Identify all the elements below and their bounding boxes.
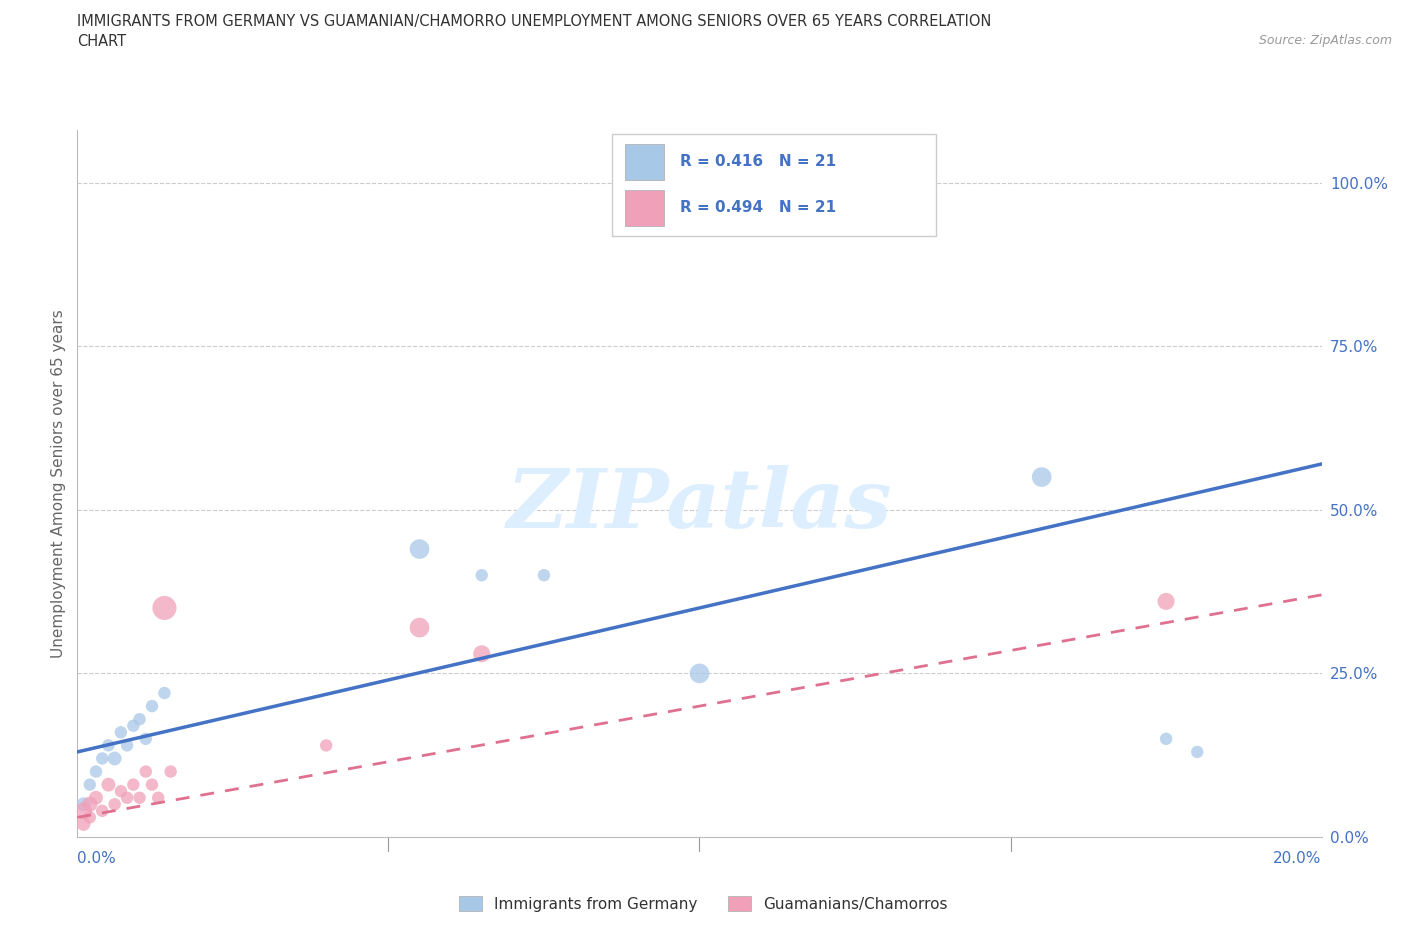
Point bbox=[91, 751, 114, 766]
Point bbox=[782, 175, 804, 190]
Point bbox=[135, 764, 157, 779]
Point bbox=[115, 790, 138, 805]
Point bbox=[128, 790, 150, 805]
Point bbox=[135, 731, 157, 746]
Point bbox=[408, 620, 430, 635]
Point bbox=[122, 777, 145, 792]
Text: CHART: CHART bbox=[77, 34, 127, 49]
Point bbox=[471, 646, 494, 661]
Point bbox=[79, 797, 101, 812]
Point bbox=[115, 737, 138, 752]
Text: 20.0%: 20.0% bbox=[1274, 851, 1322, 866]
Point bbox=[72, 804, 94, 818]
Point bbox=[141, 698, 163, 713]
Y-axis label: Unemployment Among Seniors over 65 years: Unemployment Among Seniors over 65 years bbox=[51, 310, 66, 658]
Point bbox=[141, 777, 163, 792]
Point bbox=[148, 790, 170, 805]
Point bbox=[1154, 731, 1177, 746]
Point bbox=[153, 601, 176, 616]
Point bbox=[72, 817, 94, 831]
Point bbox=[84, 790, 107, 805]
Text: ZIPatlas: ZIPatlas bbox=[506, 465, 893, 545]
Text: Source: ZipAtlas.com: Source: ZipAtlas.com bbox=[1258, 34, 1392, 47]
Point bbox=[122, 718, 145, 733]
Point bbox=[104, 751, 127, 766]
Point bbox=[159, 764, 181, 779]
Legend: Immigrants from Germany, Guamanians/Chamorros: Immigrants from Germany, Guamanians/Cham… bbox=[453, 889, 953, 918]
Point bbox=[689, 666, 711, 681]
Point bbox=[97, 777, 120, 792]
Point bbox=[1187, 745, 1209, 760]
Text: IMMIGRANTS FROM GERMANY VS GUAMANIAN/CHAMORRO UNEMPLOYMENT AMONG SENIORS OVER 65: IMMIGRANTS FROM GERMANY VS GUAMANIAN/CHA… bbox=[77, 14, 991, 29]
Text: 0.0%: 0.0% bbox=[77, 851, 117, 866]
Point bbox=[408, 541, 430, 556]
Point bbox=[1031, 470, 1053, 485]
Point bbox=[128, 711, 150, 726]
Point bbox=[104, 797, 127, 812]
Point bbox=[315, 737, 337, 752]
Point bbox=[153, 685, 176, 700]
Point bbox=[79, 810, 101, 825]
Point bbox=[79, 777, 101, 792]
Point bbox=[471, 568, 494, 583]
Point bbox=[91, 804, 114, 818]
Point bbox=[72, 797, 94, 812]
Point bbox=[1154, 594, 1177, 609]
Point bbox=[533, 568, 555, 583]
Point bbox=[97, 737, 120, 752]
Point bbox=[110, 784, 132, 799]
Point bbox=[84, 764, 107, 779]
Point bbox=[110, 724, 132, 739]
